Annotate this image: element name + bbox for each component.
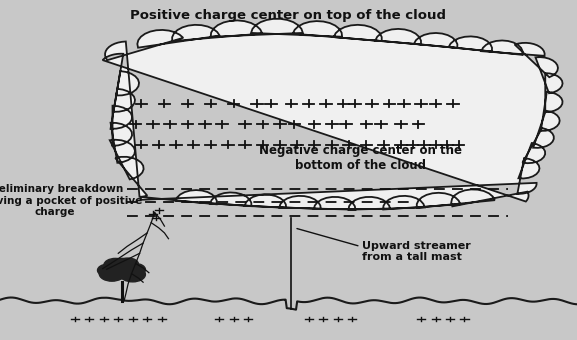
- Polygon shape: [103, 19, 563, 210]
- Circle shape: [105, 258, 140, 279]
- Text: Upward streamer
from a tall mast: Upward streamer from a tall mast: [362, 241, 471, 262]
- Text: Negative charge center on the
bottom of the cloud: Negative charge center on the bottom of …: [259, 144, 462, 172]
- Circle shape: [99, 266, 125, 281]
- Circle shape: [104, 258, 127, 272]
- Text: Preliminary breakdown
involving a pocket of positive
charge: Preliminary breakdown involving a pocket…: [0, 184, 142, 217]
- Circle shape: [118, 258, 138, 270]
- Circle shape: [125, 264, 145, 276]
- Circle shape: [98, 264, 118, 276]
- Text: Positive charge center on top of the cloud: Positive charge center on top of the clo…: [130, 8, 447, 21]
- Circle shape: [120, 267, 145, 282]
